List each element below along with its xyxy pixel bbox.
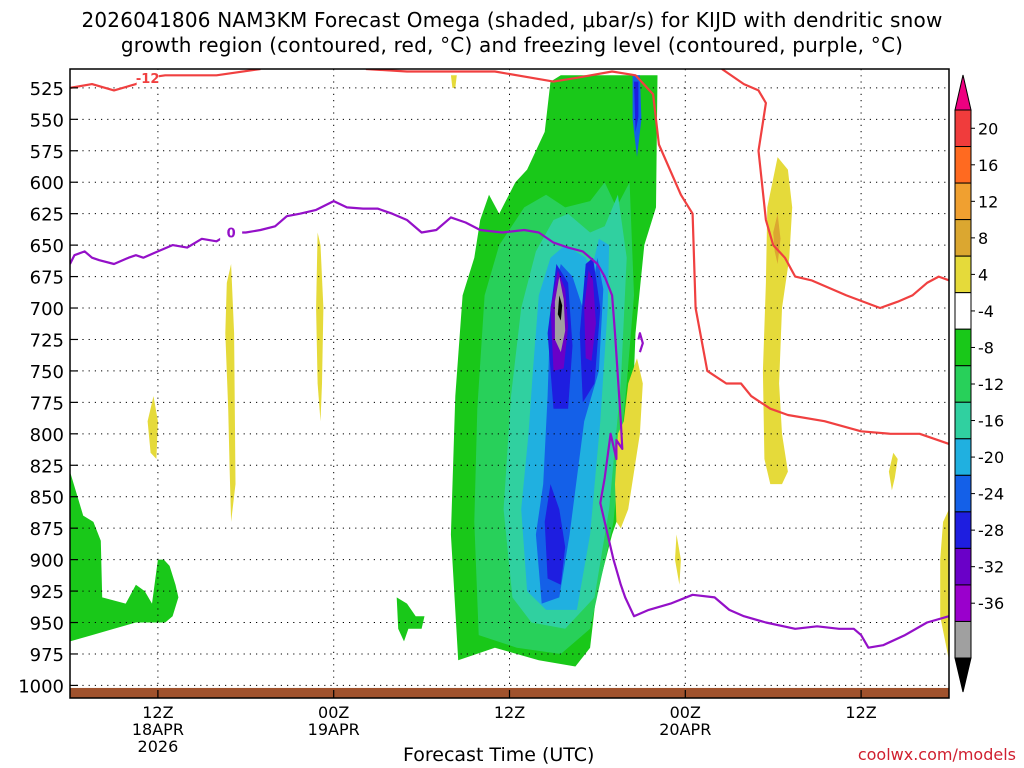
y-tick-label: 650 (30, 236, 64, 257)
y-tick-label: 850 (30, 488, 64, 509)
colorbar-label: -8 (978, 338, 994, 357)
omega-region-18 (316, 232, 324, 422)
temperature-contours: -12 0 (70, 69, 949, 649)
chart-title-line-2: growth region (contoured, red, °C) and f… (120, 33, 904, 57)
colorbar-swatch (954, 438, 972, 476)
snow-growth-contour-0 (70, 69, 261, 92)
y-tick-label: 900 (30, 551, 64, 572)
y-tick-label: 675 (30, 268, 64, 289)
colorbar-swatch (954, 109, 972, 148)
omega-region-24 (450, 75, 457, 88)
y-tick-label: 800 (30, 425, 64, 446)
colorbar-label: -32 (978, 558, 1004, 577)
colorbar-swatch (954, 511, 972, 549)
colorbar-label: -12 (978, 375, 1004, 394)
y-tick-label: 975 (30, 645, 64, 666)
y-tick-label: 550 (30, 110, 64, 131)
colorbar-swatch (954, 182, 972, 221)
colorbar: 20 16 12 8 4 -4 -8 -12 -16 -20 -24 -28 -32 -36 (954, 74, 1004, 693)
colorbar-swatch (954, 474, 972, 513)
y-tick-label: 750 (30, 362, 64, 383)
y-tick-label: 525 (30, 79, 64, 100)
x-tick-label: 12Z (494, 703, 525, 722)
x-tick-label: 18APR (132, 720, 184, 739)
colorbar-label: -20 (978, 448, 1004, 467)
snow-growth-contour-2 (721, 69, 949, 310)
colorbar-swatch (954, 146, 972, 184)
gridlines (70, 69, 949, 698)
omega-region-2 (396, 597, 425, 642)
x-tick-label: 20APR (659, 720, 711, 739)
colorbar-label: 8 (978, 229, 988, 248)
x-tick-label: 2026 (138, 737, 179, 756)
colorbar-swatch (954, 219, 972, 257)
freezing-contour-1 (637, 332, 644, 353)
omega-region-15 (634, 81, 639, 132)
colorbar-bottom-triangle (954, 657, 972, 693)
freezing-contour-label: 0 (227, 227, 236, 242)
omega-region-22 (888, 452, 898, 491)
colorbar-swatch (954, 584, 972, 622)
chart-title-line-1: 2026041806 NAM3KM Forecast Omega (shaded… (81, 8, 943, 32)
colorbar-swatch (954, 255, 972, 294)
snow-growth-contour-1 (365, 69, 949, 445)
colorbar-swatch (954, 620, 972, 659)
y-tick-label: 825 (30, 456, 64, 477)
x-axis-label: Forecast Time (UTC) (403, 744, 595, 766)
colorbar-swatch (954, 292, 972, 330)
colorbar-label: 4 (978, 265, 988, 284)
colorbar-label: 20 (978, 119, 998, 138)
colorbar-label: 12 (978, 192, 998, 211)
y-tick-label: 775 (30, 393, 64, 414)
colorbar-label: -24 (978, 485, 1004, 504)
colorbar-swatch (954, 365, 972, 403)
x-tick-label: 12Z (142, 703, 173, 722)
omega-region-1 (70, 471, 179, 642)
omega-region-19 (615, 358, 643, 529)
colorbar-label: -4 (978, 302, 994, 321)
omega-region-11 (584, 270, 596, 361)
colorbar-top-triangle (954, 74, 972, 111)
omega-region-17 (225, 264, 236, 522)
omega-region-16 (147, 396, 158, 459)
y-tick-label: 700 (30, 299, 64, 320)
omega-region-21 (762, 157, 793, 485)
y-tick-label: 950 (30, 614, 64, 635)
x-tick-label: 12Z (845, 703, 876, 722)
y-tick-label: 875 (30, 519, 64, 540)
colorbar-label: -28 (978, 521, 1004, 540)
colorbar-swatch (954, 547, 972, 586)
y-tick-label: 725 (30, 330, 64, 351)
y-tick-label: 925 (30, 582, 64, 603)
freezing-label-bg (220, 224, 243, 241)
y-tick-label: 1000 (18, 676, 64, 697)
x-tick-label: 00Z (670, 703, 701, 722)
colorbar-swatch (954, 328, 972, 367)
y-tick-label: 600 (30, 173, 64, 194)
freezing-contour-0 (70, 200, 949, 649)
omega-region-23 (940, 509, 949, 661)
pressure-axis: 525 550 575 600 625 650 675 700 725 750 775 800 825 8… (18, 79, 78, 697)
site-watermark: coolwx.com/models (857, 745, 1016, 764)
y-tick-label: 575 (30, 142, 64, 163)
colorbar-label: -16 (978, 412, 1004, 431)
x-tick-label: 19APR (308, 720, 360, 739)
colorbar-label: -36 (978, 594, 1004, 613)
x-tick-label: 00Z (318, 703, 349, 722)
snow-growth-contour-label: -12 (136, 72, 160, 87)
y-tick-label: 625 (30, 205, 64, 226)
colorbar-label: 16 (978, 156, 998, 175)
snow-growth-label-bg (136, 69, 159, 86)
colorbar-swatch (954, 401, 972, 440)
